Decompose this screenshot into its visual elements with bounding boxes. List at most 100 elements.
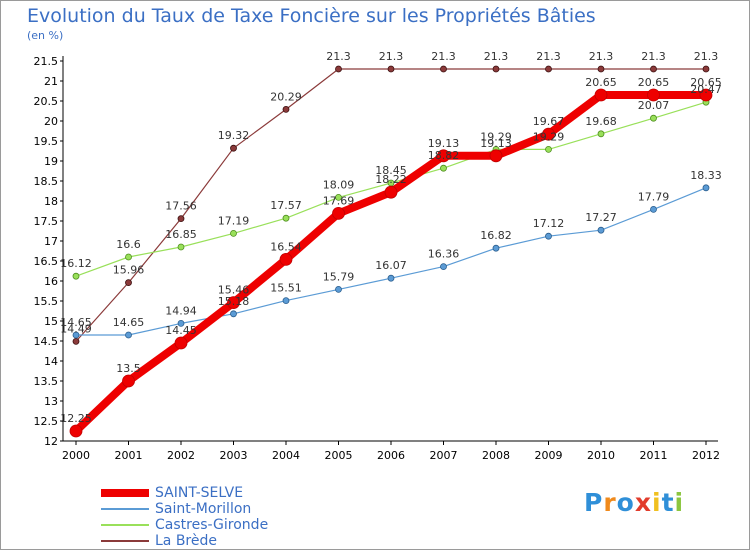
data-label-castres-gironde: 20.07 <box>638 99 670 112</box>
labels-la-brede: 14.49 15.96 17.56 19.32 20.29 21.3 21.3 21.3 21.… <box>60 50 718 335</box>
data-point-castres-gironde <box>125 253 132 261</box>
x-tick-label: 2002 <box>167 449 195 462</box>
data-point-saint-selve <box>279 252 293 266</box>
data-label-saint-morillon: 15.79 <box>323 270 355 283</box>
data-point-la-brede <box>125 279 132 287</box>
chart-title: Evolution du Taux de Taxe Foncière sur l… <box>27 5 596 27</box>
data-label-castres-gironde: 16.12 <box>60 257 92 270</box>
data-label-saint-morillon: 14.94 <box>165 304 197 317</box>
data-label-saint-morillon: 16.82 <box>480 229 512 242</box>
data-point-la-brede <box>230 144 237 152</box>
data-point-saint-morillon <box>125 331 132 339</box>
line-chart: 12 12.5 13 13.5 14 14.5 15 15.5 16 16.5 17 17.5 18 18… <box>34 50 722 462</box>
data-label-saint-morillon: 15.18 <box>218 295 250 308</box>
logo-letter: x <box>634 488 652 517</box>
legend-label-castres-gironde: Castres-Gironde <box>155 517 269 533</box>
y-tick-label: 19 <box>44 155 58 168</box>
data-label-la-brede: 21.3 <box>694 50 719 63</box>
data-label-la-brede: 14.49 <box>60 322 92 335</box>
data-point-la-brede <box>282 106 290 113</box>
y-tick-label: 15.5 <box>34 295 59 308</box>
data-point-la-brede <box>335 65 342 73</box>
data-label-la-brede: 21.3 <box>326 50 351 63</box>
data-point-la-brede <box>597 65 605 73</box>
y-tick-label: 21 <box>44 75 58 88</box>
y-tick-label: 18 <box>44 195 58 208</box>
data-point-castres-gironde <box>597 130 605 138</box>
data-label-la-brede: 15.96 <box>113 264 145 277</box>
labels-castres-gironde: 16.1216.616.8517.1917.5718.0918.4518.821… <box>60 83 722 270</box>
data-point-saint-morillon <box>702 184 710 192</box>
proxiti-logo: Proxiti <box>584 488 684 517</box>
data-label-saint-morillon: 15.51 <box>270 282 302 295</box>
logo-letter: t <box>661 488 675 517</box>
y-tick-label: 14.5 <box>34 335 59 348</box>
data-label-saint-morillon: 17.27 <box>585 211 617 224</box>
y-tick-label: 17.5 <box>34 215 59 228</box>
data-label-la-brede: 20.29 <box>270 90 302 103</box>
data-point-castres-gironde <box>545 145 552 153</box>
data-label-castres-gironde: 17.57 <box>270 199 302 212</box>
data-point-saint-selve <box>122 374 135 388</box>
legend-label-la-brede: La Brède <box>155 533 217 549</box>
data-point-saint-morillon <box>545 232 552 240</box>
x-tick-label: 2009 <box>535 449 563 462</box>
data-point-la-brede <box>72 337 80 345</box>
data-label-castres-gironde: 18.09 <box>323 178 355 191</box>
data-point-castres-gironde <box>440 164 447 172</box>
legend-swatch-castres-gironde <box>101 524 149 526</box>
data-label-saint-selve: 14.45 <box>165 324 197 337</box>
x-tick-label: 2006 <box>377 449 405 462</box>
data-label-saint-morillon: 18.33 <box>690 169 722 182</box>
data-label-saint-selve: 19.67 <box>533 115 565 128</box>
data-point-castres-gironde <box>72 272 80 280</box>
data-label-castres-gironde: 20.47 <box>690 83 722 96</box>
data-point-la-brede <box>545 65 552 73</box>
x-tick-label: 2000 <box>62 449 90 462</box>
data-label-castres-gironde: 19.68 <box>585 115 617 128</box>
data-point-saint-selve <box>437 149 450 163</box>
data-point-la-brede <box>177 215 185 223</box>
data-label-castres-gironde: 16.6 <box>116 238 141 251</box>
data-point-la-brede <box>387 65 395 73</box>
legend-swatch-saint-morillon <box>101 508 149 510</box>
y-tick-label: 15 <box>44 315 58 328</box>
data-point-saint-selve <box>227 296 240 310</box>
legend-label-saint-selve: SAINT-SELVE <box>155 485 244 501</box>
data-label-saint-selve: 19.13 <box>428 137 460 150</box>
y-tick-label: 21.5 <box>34 55 59 68</box>
x-tick-label: 2001 <box>115 449 143 462</box>
series-layer: 14.49 15.96 17.56 19.32 20.29 21.3 21.3 21.3 21.… <box>60 50 722 438</box>
data-point-saint-selve <box>489 149 503 163</box>
data-point-saint-morillon <box>387 274 395 282</box>
data-label-la-brede: 17.56 <box>165 200 197 213</box>
data-point-saint-morillon <box>650 205 657 213</box>
legend-swatch-saint-selve <box>101 489 149 497</box>
labels-saint-morillon: 14.65 14.65 14.94 15.18 15.51 15.79 16.07 16.36… <box>60 169 722 329</box>
data-label-castres-gironde: 19.29 <box>480 130 512 143</box>
data-label-saint-morillon: 16.36 <box>428 248 460 261</box>
y-tick-label: 13 <box>44 395 58 408</box>
x-tick-label: 2004 <box>272 449 300 462</box>
y-tick-label: 19.5 <box>34 135 59 148</box>
data-point-saint-morillon <box>282 297 290 305</box>
x-tick-label: 2008 <box>482 449 510 462</box>
x-tick-label: 2007 <box>430 449 458 462</box>
y-tick-label: 12 <box>44 435 58 448</box>
data-point-saint-morillon <box>230 310 237 318</box>
data-point-saint-selve <box>174 336 188 350</box>
data-point-saint-selve <box>384 185 398 199</box>
x-tick-label: 2005 <box>325 449 353 462</box>
y-tick-label: 16.5 <box>34 255 59 268</box>
data-label-saint-selve: 20.65 <box>690 76 722 89</box>
data-label-la-brede: 21.3 <box>431 50 456 63</box>
data-label-castres-gironde: 19.29 <box>533 130 565 143</box>
y-tick-label: 13.5 <box>34 375 59 388</box>
data-label-saint-selve: 12.25 <box>60 412 92 425</box>
y-tick-label: 20 <box>44 115 58 128</box>
data-point-la-brede <box>492 65 500 73</box>
data-label-saint-morillon: 17.79 <box>638 190 670 203</box>
data-label-la-brede: 19.32 <box>218 129 250 142</box>
data-label-saint-morillon: 17.12 <box>533 217 565 230</box>
data-point-saint-morillon <box>440 263 447 271</box>
